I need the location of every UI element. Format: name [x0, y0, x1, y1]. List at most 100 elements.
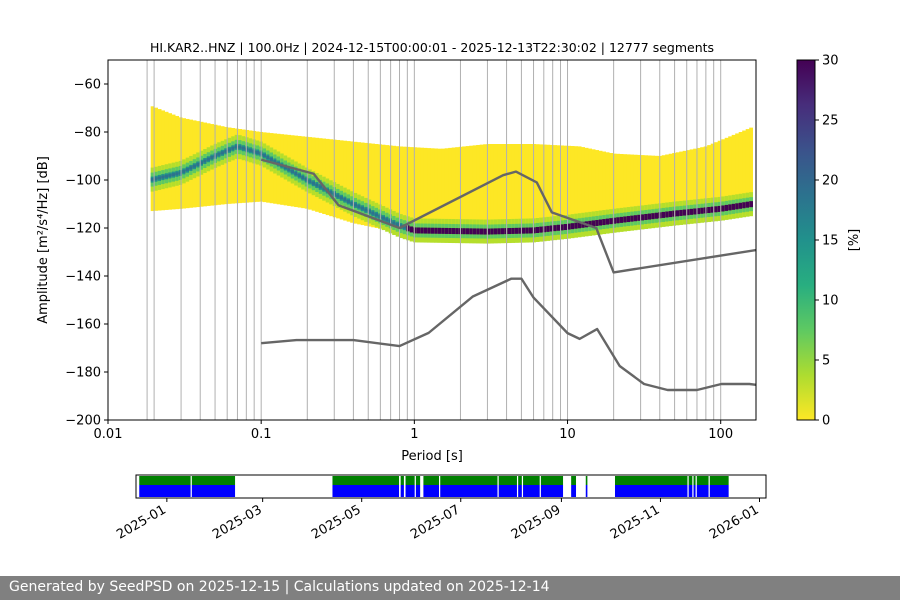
density-cell	[395, 146, 400, 233]
density-cell	[602, 151, 606, 230]
density-cell	[612, 153, 617, 228]
density-cell	[612, 217, 617, 224]
density-cell	[483, 228, 487, 235]
timeline-data-segment	[614, 485, 729, 497]
density-cell	[577, 146, 582, 233]
density-cell	[441, 227, 445, 234]
density-cell	[486, 228, 491, 235]
density-cell	[318, 185, 323, 189]
density-cell	[696, 147, 701, 222]
density-cell	[416, 147, 421, 234]
density-cell	[588, 148, 592, 232]
timeline-used-segment	[400, 476, 404, 485]
footer-text: Generated by SeedPSD on 2025-12-15 | Cal…	[9, 579, 550, 595]
density-cell	[549, 225, 554, 232]
density-cell	[661, 211, 666, 218]
density-cell	[451, 147, 456, 236]
density-cell	[668, 153, 673, 225]
colorbar-tick-label: 15	[822, 234, 839, 249]
y-tick-label: −160	[65, 318, 101, 333]
density-cell	[339, 196, 344, 200]
density-cell	[574, 222, 578, 229]
density-cell	[353, 141, 358, 224]
data-availability-timeline: 2025-01 2025-03 2025-05 2025-07 2025-09 2025-…	[114, 474, 767, 543]
density-cell	[595, 219, 599, 226]
colorbar-tick-label: 25	[822, 114, 839, 129]
density-cell	[224, 149, 228, 153]
density-cell	[525, 144, 529, 236]
density-cell	[161, 175, 165, 179]
timeline-used-segment	[139, 476, 236, 485]
density-cell	[679, 151, 683, 224]
density-cell	[322, 138, 326, 214]
timeline-used-segment	[332, 476, 400, 485]
density-cell	[168, 173, 172, 177]
density-cell	[749, 201, 753, 208]
colorbar-gradient	[796, 59, 816, 421]
density-cell	[647, 213, 652, 220]
density-cell	[427, 148, 431, 235]
timeline-gap	[695, 476, 697, 497]
density-cell	[189, 166, 193, 170]
density-cell	[185, 168, 190, 172]
density-cell	[514, 227, 519, 234]
density-cell	[717, 205, 722, 212]
x-tick-label: 0.01	[94, 427, 123, 442]
x-tick-label: 1	[410, 427, 418, 442]
density-cell	[308, 179, 312, 183]
density-cell	[511, 144, 515, 236]
density-cell	[434, 148, 438, 235]
density-cell	[595, 150, 599, 231]
density-cell	[654, 212, 659, 219]
y-axis: −60 −80 −100 −120 −140 −160 −180 −200	[65, 78, 108, 429]
density-cell	[164, 111, 169, 210]
density-cell	[717, 140, 722, 220]
density-cell	[563, 145, 568, 234]
density-cell	[406, 146, 410, 234]
colorbar-label: [%]	[847, 229, 862, 252]
density-cell	[364, 208, 368, 212]
y-tick-label: −120	[65, 222, 101, 237]
density-cell	[570, 146, 575, 234]
density-cell	[241, 146, 246, 150]
density-cell	[245, 147, 249, 151]
density-cell	[637, 154, 641, 227]
density-cell	[385, 145, 389, 231]
density-cell	[283, 166, 288, 169]
timeline-gap	[708, 476, 710, 497]
nlnm-line	[261, 277, 756, 392]
density-cell	[682, 209, 687, 216]
density-cell	[329, 139, 333, 217]
density-cell	[154, 107, 158, 211]
density-cell	[651, 155, 655, 226]
density-cell	[738, 132, 743, 218]
density-cell	[546, 144, 550, 235]
density-cell	[490, 228, 494, 235]
density-cell	[644, 213, 648, 220]
density-cell	[241, 129, 246, 203]
density-cell	[490, 144, 494, 236]
timeline-gap	[692, 476, 694, 497]
density-cell	[556, 224, 561, 231]
density-cell	[728, 136, 732, 219]
density-cell	[416, 227, 421, 234]
density-cell	[255, 150, 260, 154]
nhnm-line	[260, 158, 756, 274]
density-cell	[171, 114, 176, 210]
density-cell	[525, 227, 529, 234]
timeline-data-segment	[585, 485, 588, 497]
density-cell	[336, 139, 340, 219]
density-cell	[619, 216, 624, 223]
timeline-tick-label: 2025-07	[408, 502, 463, 542]
timeline-tick-label: 2025-09	[509, 502, 564, 542]
density-cell	[196, 162, 200, 166]
density-cell	[640, 214, 645, 221]
timeline-gap	[497, 476, 499, 497]
density-cell	[633, 215, 638, 222]
density-cell	[497, 228, 501, 235]
density-cell	[476, 228, 480, 235]
density-cell	[521, 144, 526, 236]
density-cell	[598, 219, 603, 226]
density-cell	[161, 110, 165, 211]
x-tick-label: 10	[559, 427, 576, 442]
